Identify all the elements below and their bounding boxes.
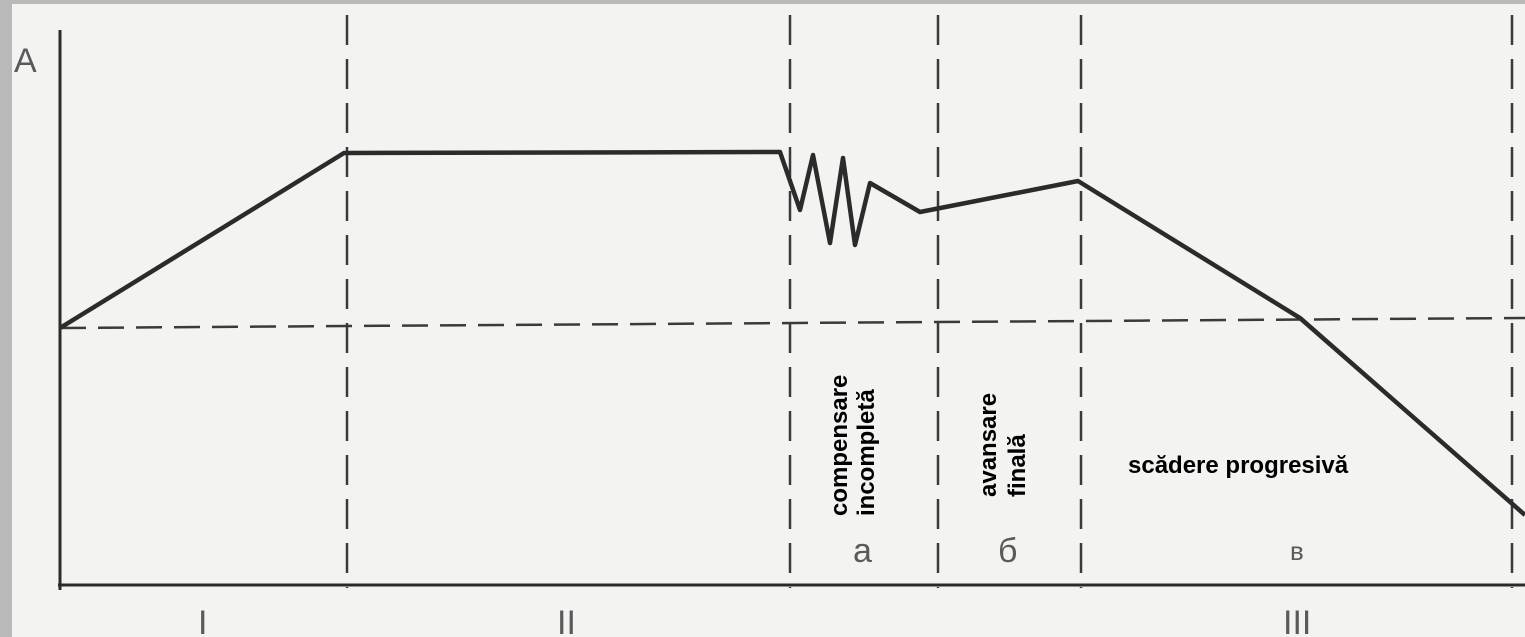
y-axis-label: A [14, 42, 37, 80]
subphase-a-desc-line2: incompletă [853, 389, 880, 516]
phase-I-label: I [198, 604, 207, 637]
phase-III-label: III [1283, 604, 1311, 637]
phase-II-label: II [557, 604, 576, 637]
baseline-dashed [59, 316, 1525, 330]
subphase-a-label: a [853, 532, 872, 570]
subphase-a-desc-line1: compensare [826, 375, 853, 516]
subphase-b-desc-line2: finală [1004, 434, 1031, 497]
subphase-b-desc-line1: avansare [975, 393, 1002, 497]
diagram-frame [12, 4, 1525, 637]
subphase-c-label: в [1290, 536, 1304, 566]
subphase-c-desc: scădere progresivă [1128, 452, 1349, 479]
subphase-b-label: б [998, 532, 1017, 570]
response-curve [58, 149, 1525, 517]
